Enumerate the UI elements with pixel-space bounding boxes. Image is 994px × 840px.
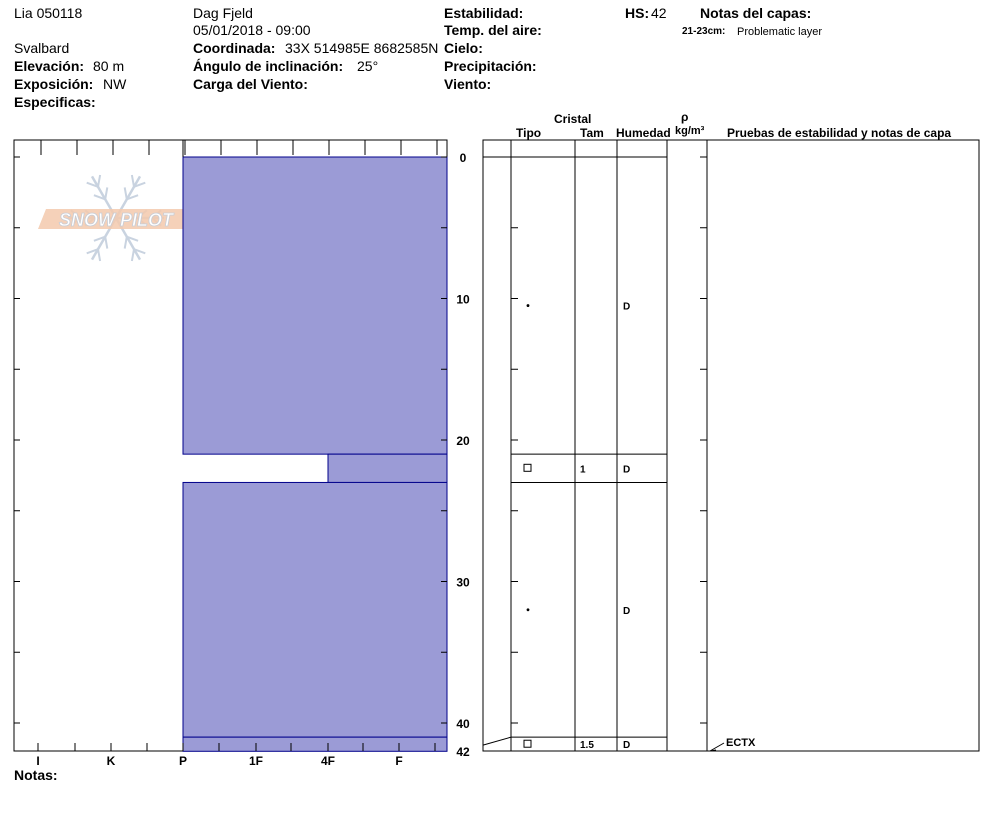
layer-connector-line xyxy=(482,736,512,746)
snowpilot-logo-band xyxy=(38,209,196,229)
grain-type-dot xyxy=(526,608,530,612)
aspect-value: NW xyxy=(103,76,127,92)
sky-label: Cielo: xyxy=(444,40,483,56)
layer-table-frame xyxy=(482,139,980,752)
observation-datetime: 05/01/2018 - 09:00 xyxy=(193,22,311,38)
grain-type-square xyxy=(523,739,532,748)
observer-name: Dag Fjeld xyxy=(193,5,253,21)
grain-size-value: 1.5 xyxy=(580,740,594,751)
type-header: Tipo xyxy=(516,126,542,140)
grain-size-value: 1 xyxy=(580,464,586,475)
layer-note-text: Problematic layer xyxy=(737,26,822,38)
stability-label: Estabilidad: xyxy=(444,5,524,21)
aspect-label: Exposición: xyxy=(14,76,94,92)
layer-note-range: 21-23cm: xyxy=(682,26,726,37)
stability-test-label: ECTX xyxy=(726,737,756,749)
depth-label: 42 xyxy=(456,745,470,759)
crystal-header: Cristal xyxy=(554,112,592,126)
specifics-label: Especificas: xyxy=(14,94,96,110)
slope-angle-value: 25° xyxy=(357,58,379,74)
hardness-tick-label: P xyxy=(179,754,187,768)
coordinate-value: 33X 514985E 8682585N xyxy=(285,40,439,56)
test-pointer-line xyxy=(709,742,725,752)
hardness-tick-label: K xyxy=(107,754,116,768)
hardness-tick-label: I xyxy=(36,754,39,768)
wind-label: Viento: xyxy=(444,76,492,92)
wind-load-label: Carga del Viento: xyxy=(193,76,308,92)
hs-label: HS: xyxy=(625,5,650,21)
tests-header: Pruebas de estabilidad y notas de capa xyxy=(727,126,952,140)
grain-type-dot xyxy=(526,304,530,307)
coordinate-label: Coordinada: xyxy=(193,40,276,56)
precipitation-label: Precipitación: xyxy=(444,58,537,74)
depth-label: 30 xyxy=(456,576,470,590)
grain-type-square xyxy=(523,463,532,472)
size-header: Tam xyxy=(580,126,604,140)
hardness-layer-bar xyxy=(182,481,448,738)
density-unit-header: kg/m³ xyxy=(675,125,705,137)
slope-angle-label: Ángulo de inclinación: xyxy=(193,58,344,74)
moisture-value: D xyxy=(623,464,630,475)
rho-header: ρ xyxy=(681,110,689,124)
test-pointer-arrow xyxy=(709,749,717,752)
depth-label: 40 xyxy=(456,717,470,731)
location-name: Lia 050118 xyxy=(14,5,83,21)
hardness-layer-bar xyxy=(327,453,448,483)
hs-value: 42 xyxy=(651,5,667,21)
depth-label: 0 xyxy=(460,151,467,165)
region-name: Svalbard xyxy=(14,40,70,56)
depth-label: 10 xyxy=(456,293,470,307)
moisture-value: D xyxy=(623,740,630,751)
hardness-layer-bar xyxy=(182,736,448,752)
elevation-label: Elevación: xyxy=(14,58,85,74)
hardness-layer-bar xyxy=(182,156,448,455)
moisture-value: D xyxy=(623,302,630,313)
hardness-tick-label: 1F xyxy=(249,754,263,768)
elevation-value: 80 m xyxy=(93,58,125,74)
hardness-tick-label: F xyxy=(395,754,402,768)
moisture-value: D xyxy=(623,606,630,617)
moisture-header: Humedad xyxy=(616,126,671,140)
air-temp-label: Temp. del aire: xyxy=(444,22,542,38)
depth-label: 20 xyxy=(456,434,470,448)
snowpilot-logo-text: SNOW PILOT xyxy=(59,210,175,230)
notes-label: Notas: xyxy=(14,767,58,783)
hardness-tick-label: 4F xyxy=(321,754,335,768)
layer-notes-label: Notas del capas: xyxy=(700,5,812,21)
